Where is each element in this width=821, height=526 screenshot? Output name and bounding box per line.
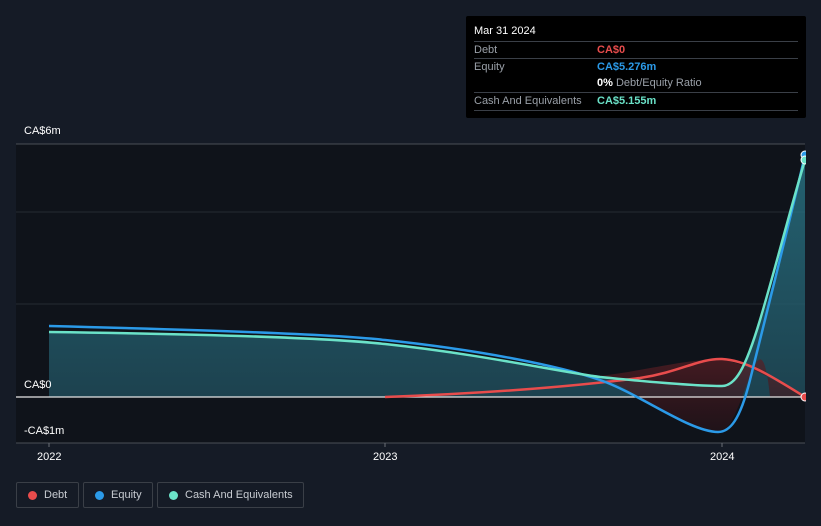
ratio-value: 0% [597, 77, 613, 89]
legend-label: Cash And Equivalents [185, 489, 293, 501]
tooltip-label: Debt [474, 44, 498, 56]
tooltip-label: Cash And Equivalents [474, 95, 582, 107]
legend-item-cash[interactable]: Cash And Equivalents [157, 482, 304, 508]
tooltip-debt-value: CA$0 [597, 44, 626, 56]
legend-label: Debt [44, 489, 68, 501]
right-margin [806, 120, 821, 450]
x-label-2024: 2024 [710, 451, 735, 463]
tooltip-date: Mar 31 2024 [474, 25, 536, 37]
tooltip-row-debt: Debt CA$0 [474, 41, 798, 58]
tooltip-divider [474, 110, 798, 111]
equity-line [48, 154, 807, 434]
cash-line [48, 159, 807, 388]
debt-dot-icon [28, 491, 37, 500]
cash-dot-icon [169, 491, 178, 500]
tooltip-cash-value: CA$5.155m [597, 95, 657, 107]
legend-item-debt[interactable]: Debt [16, 482, 79, 508]
tooltip: Mar 31 2024 Debt CA$0 Equity CA$5.276m 0… [466, 16, 806, 118]
debt-area [600, 359, 805, 432]
legend-item-equity[interactable]: Equity [83, 482, 153, 508]
tooltip-ratio: 0% Debt/Equity Ratio [597, 77, 702, 89]
debt-line [384, 357, 806, 399]
y-label-top: CA$6m [24, 125, 61, 137]
y-label-bottom: -CA$1m [24, 425, 65, 437]
cash-area [49, 160, 805, 397]
x-label-2023: 2023 [373, 451, 398, 463]
tooltip-equity-value: CA$5.276m [597, 61, 657, 73]
equity-dot-icon [95, 491, 104, 500]
tooltip-row-ratio: 0% Debt/Equity Ratio [474, 75, 798, 91]
tooltip-row-cash: Cash And Equivalents CA$5.155m [474, 92, 798, 109]
legend-label: Equity [111, 489, 142, 501]
y-label-zero: CA$0 [24, 379, 52, 391]
tooltip-row-equity: Equity CA$5.276m [474, 58, 798, 75]
x-label-2022: 2022 [37, 451, 62, 463]
tooltip-label: Equity [474, 61, 505, 73]
ratio-label: Debt/Equity Ratio [615, 77, 702, 89]
